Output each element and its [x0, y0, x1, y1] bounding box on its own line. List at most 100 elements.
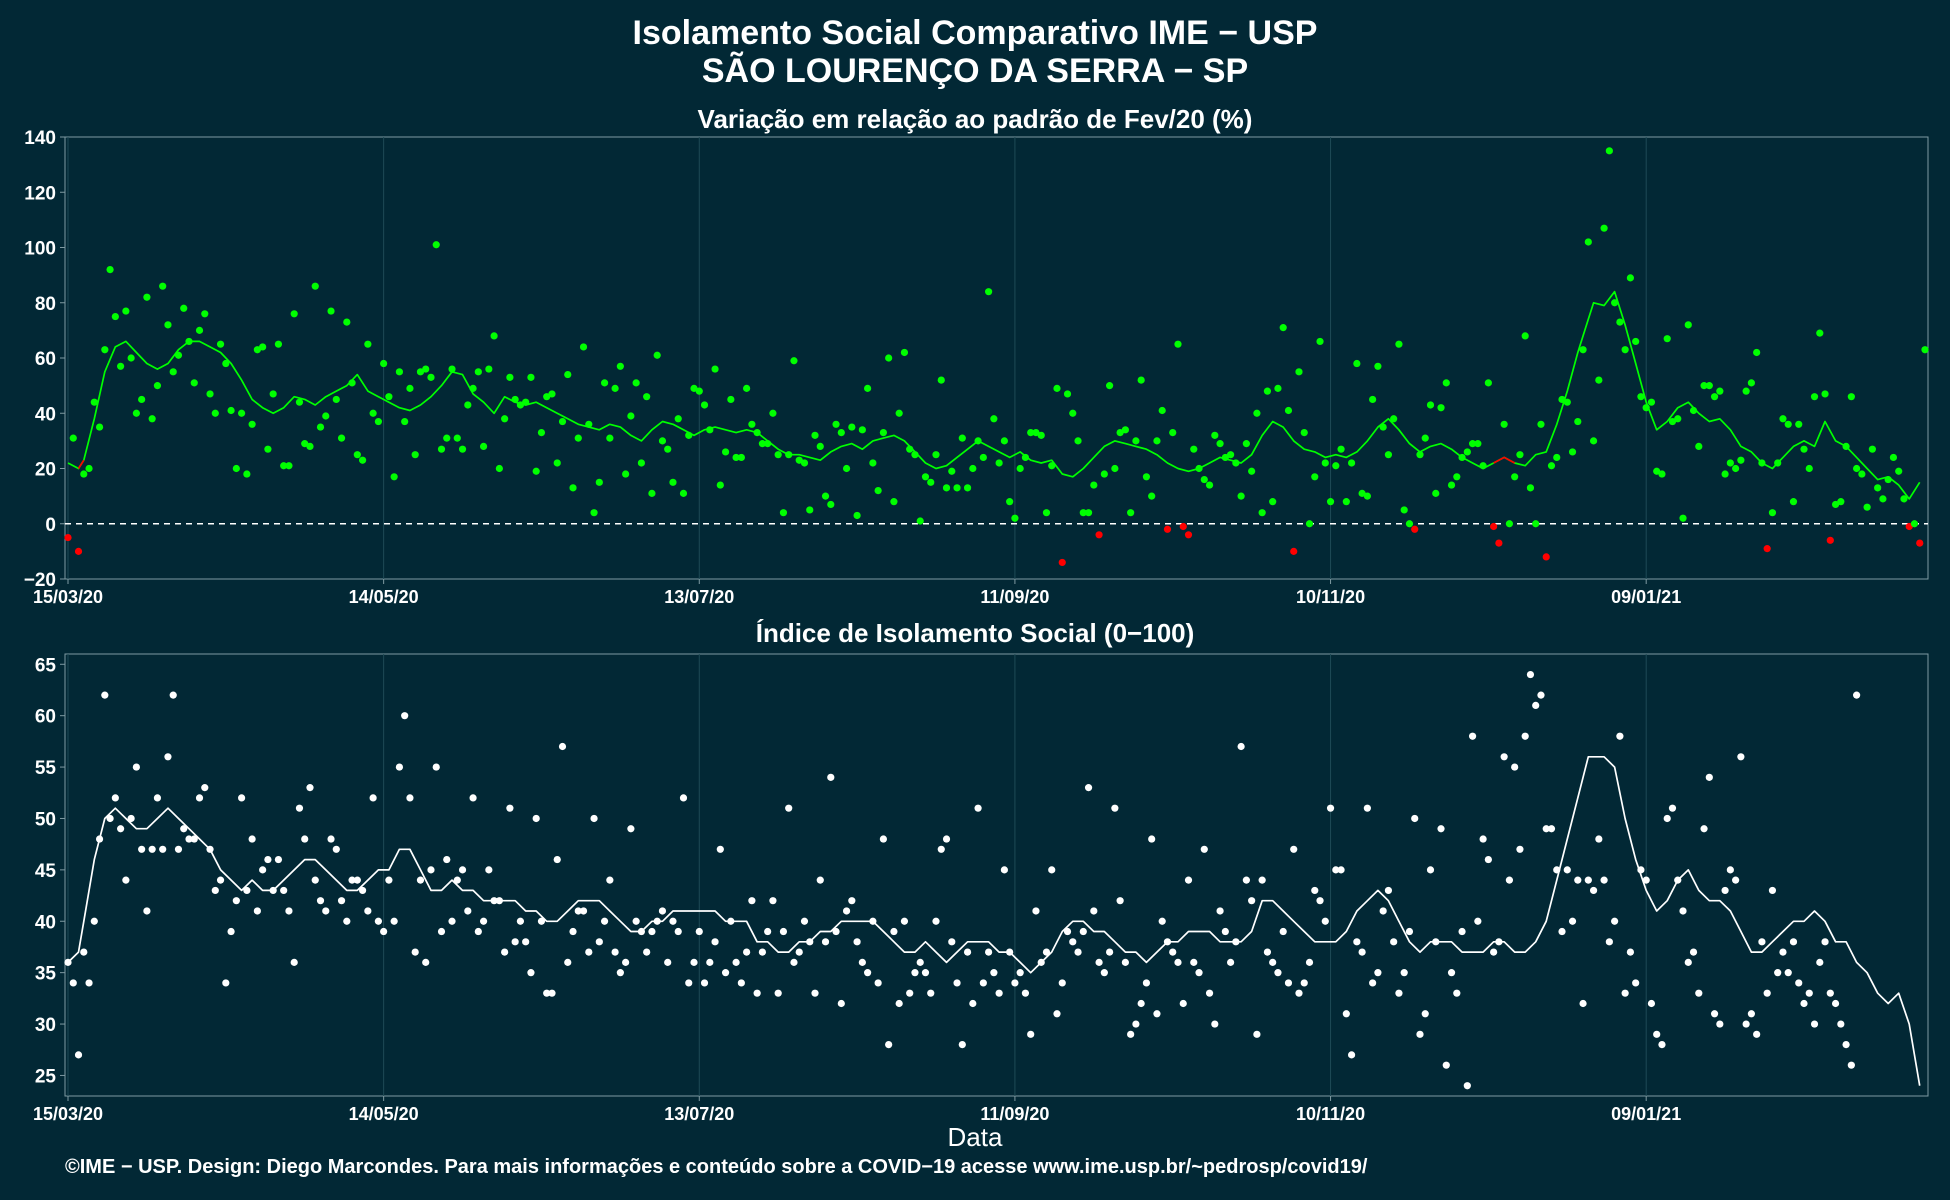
- data-point: [595, 478, 603, 486]
- data-point: [1053, 1010, 1061, 1018]
- data-point: [679, 794, 688, 802]
- data-point: [664, 445, 672, 453]
- data-point: [1148, 492, 1156, 500]
- data-point: [227, 406, 235, 415]
- data-point: [1000, 866, 1008, 874]
- data-point: [1853, 691, 1861, 699]
- data-point: [648, 489, 656, 497]
- data-point: [411, 451, 419, 459]
- data-point: [1305, 520, 1314, 528]
- data-point: [1258, 509, 1266, 517]
- data-point: [306, 784, 314, 792]
- data-point: [332, 395, 340, 404]
- data-point: [1290, 845, 1298, 853]
- data-point: [916, 517, 924, 525]
- data-point: [1121, 958, 1129, 966]
- data-point: [1484, 379, 1492, 387]
- data-point: [879, 835, 887, 843]
- data-point: [1805, 989, 1813, 997]
- data-point: [842, 907, 851, 915]
- data-point: [222, 359, 230, 368]
- data-point: [1563, 398, 1571, 406]
- data-point: [506, 373, 514, 381]
- data-point: [611, 384, 619, 392]
- data-point: [464, 401, 472, 409]
- data-point: [80, 470, 88, 478]
- data-point: [1163, 525, 1172, 533]
- data-point: [1816, 329, 1824, 337]
- data-point: [1284, 979, 1293, 987]
- data-point: [1663, 335, 1671, 343]
- data-point: [516, 917, 525, 925]
- data-point: [1632, 979, 1640, 987]
- data-point: [853, 511, 861, 520]
- data-point: [622, 470, 630, 478]
- data-point: [1216, 907, 1224, 915]
- data-point: [1563, 866, 1571, 874]
- data-point: [769, 409, 777, 417]
- data-point: [1547, 462, 1556, 470]
- data-point: [832, 927, 840, 936]
- data-point: [643, 948, 651, 956]
- data-point: [795, 948, 803, 956]
- panel2-frame: [64, 653, 1929, 1097]
- data-point: [669, 917, 677, 925]
- data-point: [1853, 464, 1861, 473]
- data-point: [211, 886, 219, 895]
- data-point: [1574, 417, 1582, 426]
- data-point: [1484, 855, 1492, 864]
- data-point: [1700, 825, 1708, 833]
- data-point: [437, 445, 446, 453]
- data-point: [548, 989, 556, 997]
- data-point: [1511, 763, 1519, 771]
- data-point: [1142, 473, 1151, 481]
- data-point: [1826, 989, 1834, 997]
- data-point: [1132, 1020, 1140, 1028]
- data-point: [632, 379, 640, 387]
- data-point: [658, 907, 667, 915]
- data-point: [1605, 147, 1613, 155]
- data-point: [1395, 989, 1403, 997]
- data-point: [1153, 1010, 1161, 1018]
- data-point: [1463, 448, 1471, 456]
- data-point: [727, 395, 735, 404]
- data-point: [1074, 437, 1082, 445]
- x-tick-label: 15/03/20: [33, 1104, 103, 1124]
- data-point: [1442, 379, 1450, 387]
- data-point: [380, 359, 388, 368]
- data-point: [790, 958, 798, 966]
- data-point: [238, 794, 246, 802]
- data-point: [1705, 382, 1713, 390]
- data-point: [364, 340, 372, 348]
- data-point: [1347, 1051, 1356, 1059]
- data-point: [148, 845, 156, 853]
- data-point: [106, 814, 114, 823]
- data-point: [1390, 938, 1398, 946]
- data-point: [522, 938, 530, 946]
- data-point: [1069, 938, 1077, 946]
- data-point: [1568, 448, 1577, 456]
- data-point: [1263, 387, 1272, 395]
- data-point: [248, 420, 256, 428]
- data-point: [1437, 404, 1445, 412]
- data-point: [316, 897, 325, 905]
- data-point: [138, 395, 146, 404]
- data-point: [874, 979, 882, 987]
- data-point: [395, 368, 404, 376]
- data-point: [1374, 362, 1382, 370]
- data-point: [143, 293, 151, 301]
- data-point: [1242, 440, 1250, 448]
- data-point: [1379, 907, 1387, 915]
- data-point: [532, 467, 540, 475]
- data-point: [1442, 1061, 1450, 1069]
- data-point: [127, 814, 135, 823]
- data-point: [1037, 431, 1045, 439]
- data-point: [1090, 907, 1098, 915]
- data-point: [1626, 948, 1635, 956]
- data-point: [1337, 866, 1345, 874]
- data-point: [1400, 969, 1408, 977]
- data-point: [1537, 691, 1545, 699]
- data-point: [374, 917, 382, 925]
- data-point: [1074, 948, 1082, 956]
- x-tick-label: 09/01/21: [1611, 1104, 1681, 1124]
